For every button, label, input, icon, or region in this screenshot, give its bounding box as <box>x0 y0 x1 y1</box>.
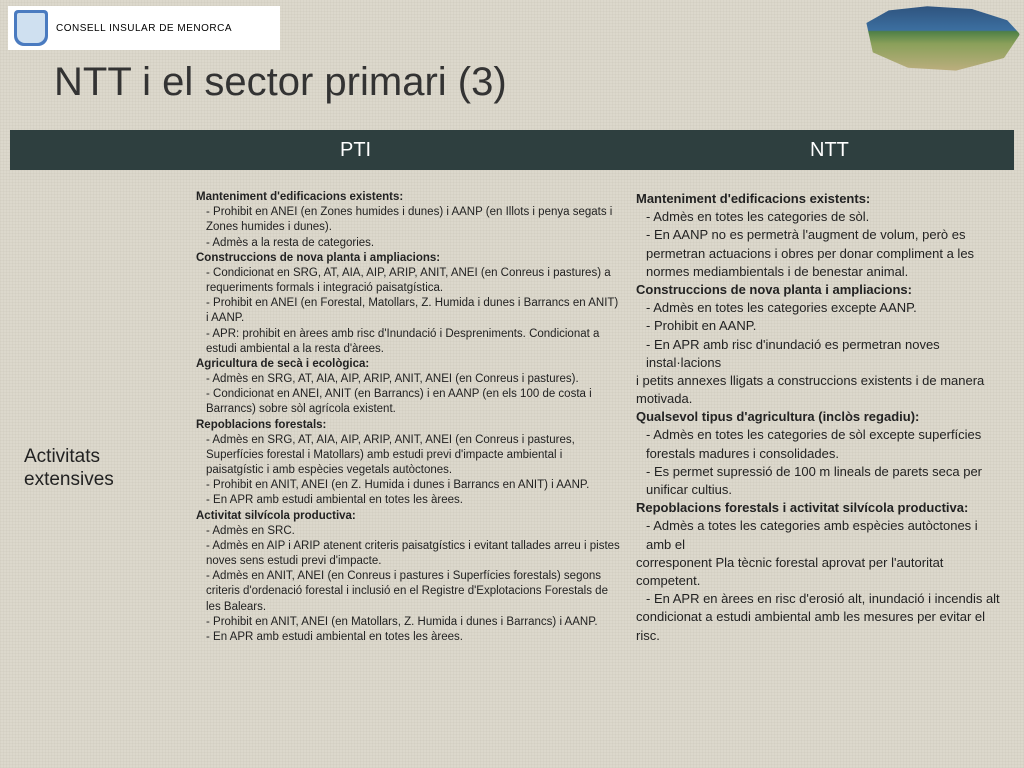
page-title: NTT i el sector primari (3) <box>54 60 507 105</box>
logo-bar: CONSELL INSULAR DE MENORCA <box>8 6 280 50</box>
header-ntt: NTT <box>630 130 1014 170</box>
shield-icon <box>14 10 48 46</box>
cell-ntt: Manteniment d'edificacions existents: - … <box>630 180 1014 758</box>
row-label: Activitats extensives <box>10 180 190 758</box>
table-header: PTI NTT <box>10 130 1014 170</box>
table-row: Activitats extensives Manteniment d'edif… <box>10 180 1014 758</box>
cell-pti: Manteniment d'edificacions existents: - … <box>190 180 630 758</box>
map-thumbnail <box>860 2 1020 72</box>
header-pti: PTI <box>190 130 630 170</box>
org-name: CONSELL INSULAR DE MENORCA <box>56 23 232 34</box>
